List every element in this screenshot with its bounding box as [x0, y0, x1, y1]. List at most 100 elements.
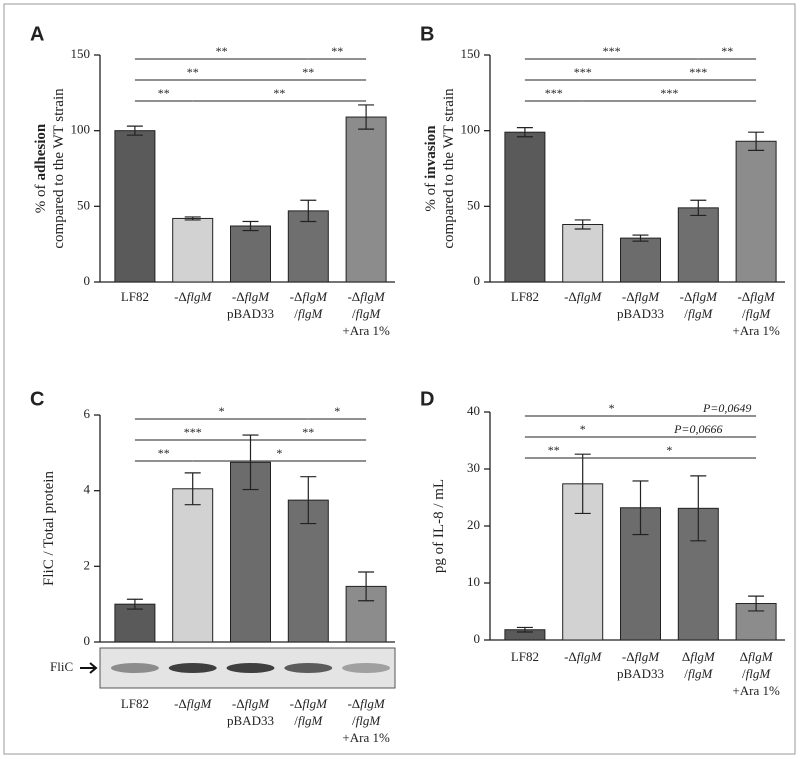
y-tick-label: 50 [77, 197, 90, 212]
x-tick-label-part: flgM [302, 289, 328, 304]
y-tick-label: 2 [84, 557, 91, 572]
y-tick-label: 150 [71, 46, 91, 61]
error-bar [184, 472, 201, 506]
significance-label: ** [302, 425, 314, 439]
x-tick-label: -ΔflgM [622, 289, 660, 304]
x-tick-label-part: Δ [740, 649, 748, 664]
x-tick-label-part: -Δ [347, 696, 360, 711]
significance-label: * [219, 404, 225, 418]
significance-label: ** [158, 86, 170, 100]
significance-label: ** [187, 65, 199, 79]
frame [3, 3, 796, 755]
error-bar [690, 199, 707, 217]
significance-label: *** [545, 86, 563, 100]
x-tick-label-part: / [294, 306, 298, 321]
significance-label: * [580, 422, 586, 436]
significance-label: ** [216, 44, 228, 58]
x-tick-label-part: LF82 [511, 649, 539, 664]
panel-letter: A [30, 23, 44, 45]
error-bar [574, 453, 591, 515]
error-bar [358, 571, 375, 602]
x-tick-label: -ΔflgM [174, 289, 212, 304]
bar [620, 237, 661, 283]
x-tick-label-part: flgM [577, 289, 603, 304]
y-tick-label: 0 [474, 631, 481, 646]
x-tick-label-part: -Δ [232, 289, 245, 304]
y-axis-label-part: compared to the WT strain [441, 88, 457, 249]
bar [172, 217, 214, 283]
x-tick-label: ΔflgM [740, 649, 774, 664]
error-bar [300, 476, 317, 525]
x-tick-label: -ΔflgM [564, 289, 602, 304]
x-tick-label: LF82 [511, 649, 539, 664]
x-tick-label: -ΔflgM [737, 289, 775, 304]
x-tick-label: ΔflgM [682, 649, 716, 664]
blot-band [110, 663, 159, 673]
x-tick-label-part: pBAD33 [617, 666, 664, 681]
x-tick-label-part: / [684, 666, 688, 681]
x-tick-label-part: -Δ [680, 289, 693, 304]
y-tick-label: 20 [467, 517, 480, 532]
x-tick-label: +Ara 1% [342, 323, 390, 338]
y-tick-label: 10 [467, 574, 480, 589]
significance-label: P=0,0666 [673, 422, 722, 436]
x-tick-label: /flgM [742, 666, 771, 681]
x-tick-label: /flgM [352, 713, 381, 728]
x-tick-label-part: flgM [688, 666, 714, 681]
x-tick-label-part: / [294, 713, 298, 728]
x-tick-label-part: -Δ [564, 649, 577, 664]
x-tick-label: -ΔflgM [680, 289, 718, 304]
x-tick-label: +Ara 1% [342, 730, 390, 745]
y-tick-label: 0 [84, 633, 91, 648]
significance-label: ** [273, 86, 285, 100]
x-tick-label: +Ara 1% [732, 683, 780, 698]
x-tick-label-part: pBAD33 [617, 306, 664, 321]
panel-letter: C [30, 388, 44, 410]
y-axis-label-part: % of [423, 183, 439, 212]
bar [114, 603, 156, 643]
y-axis-label: compared to the WT strain [51, 88, 67, 249]
error-bar [516, 626, 533, 633]
x-tick-label-part: -Δ [174, 696, 187, 711]
x-tick-label: -ΔflgM [622, 649, 660, 664]
x-tick-label-part: Δ [682, 649, 690, 664]
significance-label: * [609, 401, 615, 415]
significance-label: * [334, 404, 340, 418]
y-axis-label-part: pg of IL-8 / mL [431, 479, 447, 573]
x-tick-label-part: flgM [688, 306, 714, 321]
x-tick-label: LF82 [121, 289, 149, 304]
y-tick-label: 4 [84, 482, 91, 497]
y-axis-label-part: invasion [423, 125, 439, 179]
x-tick-label: -ΔflgM [564, 649, 602, 664]
y-axis-label: FliC / Total protein [41, 471, 57, 586]
x-tick-label-part: -Δ [737, 289, 750, 304]
bar [504, 131, 546, 283]
x-tick-label: /flgM [352, 306, 381, 321]
significance-label: ** [302, 65, 314, 79]
significance-label: *** [574, 65, 592, 79]
bar [562, 223, 604, 283]
x-tick-label-part: / [352, 306, 356, 321]
y-axis-label-part: compared to the WT strain [51, 88, 67, 249]
y-tick-label: 0 [474, 273, 481, 288]
x-tick-label-part: flgM [748, 649, 774, 664]
bar [620, 507, 661, 641]
error-bar [358, 104, 375, 130]
blot-band [226, 663, 275, 673]
x-tick-label-part: flgM [750, 289, 776, 304]
x-tick-label-part: / [684, 306, 688, 321]
x-tick-label-part: -Δ [622, 289, 635, 304]
bar [735, 140, 777, 283]
x-tick-label-part: flgM [245, 696, 271, 711]
x-tick-label-part: flgM [298, 713, 324, 728]
error-bar [748, 595, 765, 612]
significance-label: P=0,0649 [702, 401, 751, 415]
significance-label: ** [158, 446, 170, 460]
x-tick-label: -ΔflgM [232, 696, 270, 711]
y-tick-label: 6 [84, 406, 91, 421]
x-tick-label-part: -Δ [622, 649, 635, 664]
y-axis-label-part: adhesion [33, 123, 49, 180]
x-tick-label-part: flgM [298, 306, 324, 321]
x-tick-label-part: flgM [187, 289, 213, 304]
x-tick-label: pBAD33 [617, 306, 664, 321]
